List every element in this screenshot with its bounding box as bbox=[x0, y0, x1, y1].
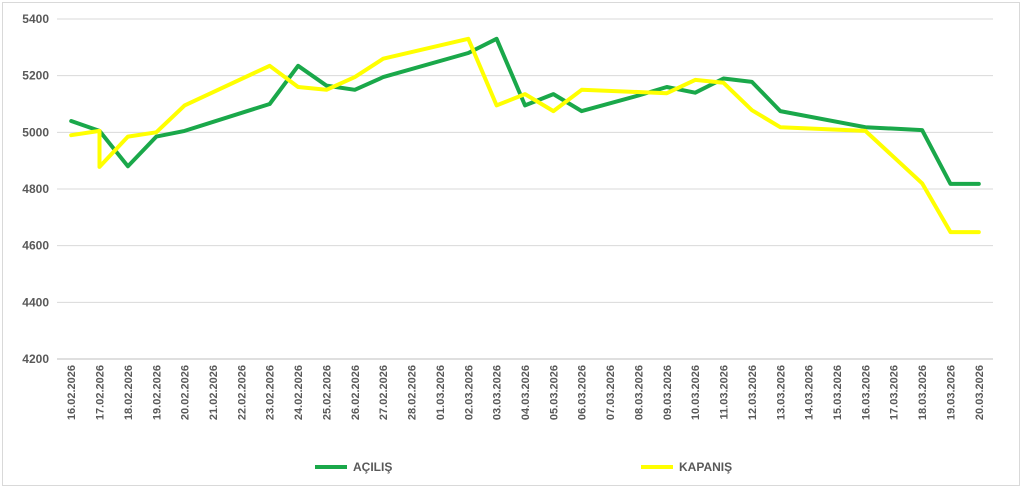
series-line-acilis bbox=[69, 36, 981, 186]
x-tick-label: 19.03.2026 bbox=[945, 365, 957, 420]
x-tick-label: 17.03.2026 bbox=[889, 365, 901, 420]
x-tick-label: 19.02.2026 bbox=[151, 365, 163, 420]
series-lines bbox=[69, 36, 981, 235]
x-tick-label: 20.03.2026 bbox=[974, 365, 986, 420]
x-tick-label: 23.02.2026 bbox=[265, 365, 277, 420]
legend-label-kapanis: KAPANIŞ bbox=[679, 460, 732, 474]
y-tick-label: 4600 bbox=[22, 239, 49, 253]
x-axis-ticks: 16.02.2026 17.02.2026 18.02.2026 19.02.2026… bbox=[66, 365, 986, 420]
x-tick-label: 18.03.2026 bbox=[917, 365, 929, 420]
x-tick-label: 04.03.2026 bbox=[520, 365, 532, 420]
y-tick-label: 4200 bbox=[22, 352, 49, 366]
x-tick-label: 10.03.2026 bbox=[690, 365, 702, 420]
x-tick-label: 18.02.2026 bbox=[123, 365, 135, 420]
x-tick-label: 05.03.2026 bbox=[548, 365, 560, 420]
x-tick-label: 09.03.2026 bbox=[662, 365, 674, 420]
y-tick-label: 5200 bbox=[22, 69, 49, 83]
x-tick-label: 28.02.2026 bbox=[407, 365, 419, 420]
series-line-kapanis bbox=[69, 36, 981, 235]
x-tick-label: 11.03.2026 bbox=[719, 365, 731, 419]
x-tick-label: 14.03.2026 bbox=[804, 365, 816, 420]
x-tick-label: 16.03.2026 bbox=[860, 365, 872, 420]
x-tick-label: 15.03.2026 bbox=[832, 365, 844, 420]
x-tick-label: 16.02.2026 bbox=[66, 365, 78, 420]
x-tick-label: 17.02.2026 bbox=[95, 365, 107, 420]
y-tick-label: 4400 bbox=[22, 295, 49, 309]
x-tick-label: 22.02.2026 bbox=[236, 365, 248, 420]
legend: AÇILIŞ KAPANIŞ bbox=[315, 460, 732, 474]
y-tick-label: 5000 bbox=[22, 125, 49, 139]
x-tick-label: 07.03.2026 bbox=[605, 365, 617, 420]
x-tick-label: 01.03.2026 bbox=[435, 365, 447, 420]
x-tick-label: 13.03.2026 bbox=[775, 365, 787, 420]
y-tick-label: 4800 bbox=[22, 182, 49, 196]
x-tick-label: 21.02.2026 bbox=[208, 365, 220, 420]
x-tick-label: 02.03.2026 bbox=[463, 365, 475, 420]
x-tick-label: 24.02.2026 bbox=[293, 365, 305, 420]
y-axis-ticks: 4200 4400 4600 4800 5000 5200 5400 bbox=[22, 12, 49, 366]
x-tick-label: 03.03.2026 bbox=[492, 365, 504, 420]
y-tick-label: 5400 bbox=[22, 12, 49, 26]
x-tick-label: 25.02.2026 bbox=[321, 365, 333, 420]
x-tick-label: 20.02.2026 bbox=[180, 365, 192, 420]
x-tick-label: 06.03.2026 bbox=[577, 365, 589, 420]
x-tick-label: 27.02.2026 bbox=[378, 365, 390, 420]
x-tick-label: 08.03.2026 bbox=[633, 365, 645, 420]
gridlines bbox=[57, 18, 993, 303]
x-tick-label: 12.03.2026 bbox=[747, 365, 759, 420]
x-tick-label: 26.02.2026 bbox=[350, 365, 362, 420]
legend-label-acilis: AÇILIŞ bbox=[353, 460, 392, 474]
